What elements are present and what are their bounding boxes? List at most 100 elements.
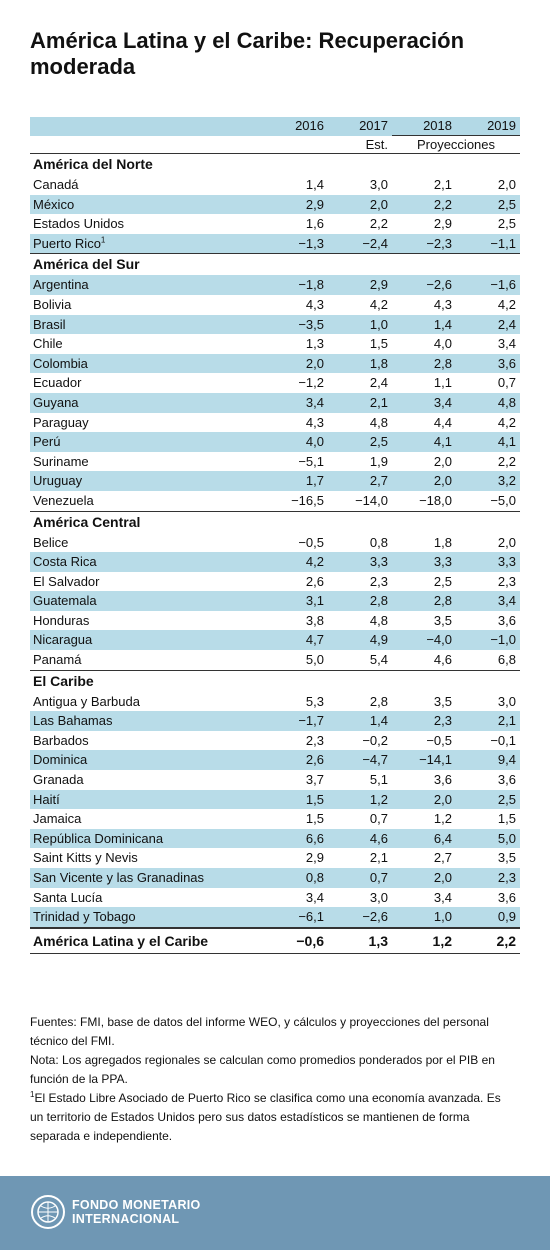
row-label: República Dominicana xyxy=(33,830,164,846)
row-label: Nicaragua xyxy=(33,632,93,648)
total-label: América Latina y el Caribe xyxy=(30,926,264,954)
row-label-cell: México xyxy=(30,194,264,215)
row-label: Jamaica xyxy=(33,811,82,827)
value-cell: 1,3 xyxy=(305,336,324,352)
value-cell: 2,8 xyxy=(328,591,392,611)
value-cell: 9,4 xyxy=(456,750,520,771)
value-cell: 2,4 xyxy=(369,375,388,391)
row-label: Guyana xyxy=(33,394,79,410)
data-row: Costa Rica 4,2 3,3 3,3 3,3 xyxy=(30,552,520,572)
header-cell xyxy=(30,136,264,154)
value-cell: 1,6 xyxy=(305,216,324,232)
row-label-cell: Santa Lucía xyxy=(30,888,264,908)
note-text: Nota: Los agregados regionales se calcul… xyxy=(30,1053,495,1086)
year-header: 2018 xyxy=(392,117,456,136)
data-row: Estados Unidos 1,6 2,2 2,9 2,5 xyxy=(30,214,520,234)
value-cell: 0,7 xyxy=(497,375,516,391)
note-text: El Estado Libre Asociado de Puerto Rico … xyxy=(30,1091,501,1143)
data-row: República Dominicana 6,6 4,6 6,4 5,0 xyxy=(30,828,520,849)
value-cell: 2,9 xyxy=(433,216,452,232)
value-cell: 5,1 xyxy=(369,772,388,788)
value-cell: 1,5 xyxy=(369,336,388,352)
value-cell: 5,3 xyxy=(305,693,324,709)
row-label-cell: Guatemala xyxy=(30,591,264,611)
section-row: América Central xyxy=(30,510,520,533)
row-label-cell: Nicaragua xyxy=(30,630,264,651)
value-cell: 2,9 xyxy=(328,275,392,295)
data-row: Granada 3,7 5,1 3,6 3,6 xyxy=(30,770,520,790)
value-cell: 6,8 xyxy=(497,652,516,668)
logo-line: INTERNACIONAL xyxy=(72,1212,180,1226)
value-cell: −0,2 xyxy=(362,732,388,748)
value-cell: 1,5 xyxy=(497,811,516,827)
data-row: San Vicente y las Granadinas 0,8 0,7 2,0 2,3 xyxy=(30,868,520,888)
data-row: Ecuador −1,2 2,4 1,1 0,7 xyxy=(30,373,520,393)
data-row: Panamá 5,0 5,4 4,6 6,8 xyxy=(30,650,520,670)
note-mark: 1 xyxy=(30,1090,35,1099)
value-cell: −5,0 xyxy=(490,492,516,508)
value-cell: 0,8 xyxy=(264,868,328,888)
row-label-cell: Haití xyxy=(30,789,264,810)
value-cell: 3,4 xyxy=(392,392,456,413)
data-row: Jamaica 1,5 0,7 1,2 1,5 xyxy=(30,809,520,829)
value-cell: 1,2 xyxy=(328,789,392,810)
row-label-cell: Trinidad y Tobago xyxy=(30,907,264,928)
row-label-cell: Puerto Rico1 xyxy=(30,233,264,254)
value-cell: 2,3 xyxy=(305,732,324,748)
footnote-mark: 1 xyxy=(100,235,106,245)
row-label-cell: Uruguay xyxy=(30,471,264,491)
logo-text: FONDO MONETARIO INTERNACIONAL xyxy=(72,1198,201,1226)
value-cell: 3,0 xyxy=(369,889,388,905)
value-cell: 2,1 xyxy=(369,850,388,866)
value-cell: 2,1 xyxy=(456,711,520,731)
value-cell: 0,7 xyxy=(369,811,388,827)
value-cell: 4,2 xyxy=(264,552,328,572)
table-body: 2016 2017 2018 2019 Est. Proyecciones América … xyxy=(30,117,520,954)
value-cell: 2,5 xyxy=(456,194,520,215)
row-label-cell: Honduras xyxy=(30,611,264,631)
data-row: Suriname −5,1 1,9 2,0 2,2 xyxy=(30,452,520,472)
title: América Latina y el Caribe: Recuperación… xyxy=(30,28,465,79)
value-cell: 0,9 xyxy=(456,907,520,928)
value-cell: 3,2 xyxy=(456,471,520,491)
row-label-cell: Jamaica xyxy=(30,809,264,829)
note: Nota: Los agregados regionales se calcul… xyxy=(30,1051,510,1089)
value-cell: 2,0 xyxy=(392,789,456,810)
value-cell: 4,3 xyxy=(433,296,452,312)
row-label-cell: El Salvador xyxy=(30,572,264,592)
row-label: Brasil xyxy=(33,316,66,332)
row-label-cell: Ecuador xyxy=(30,373,264,393)
row-label: Belice xyxy=(33,534,69,550)
row-label: Costa Rica xyxy=(33,554,97,570)
row-label: México xyxy=(33,196,75,212)
value-cell: 2,4 xyxy=(456,314,520,335)
value-cell: 4,3 xyxy=(305,414,324,430)
value-cell: 2,8 xyxy=(392,591,456,611)
data-row: Honduras 3,8 4,8 3,5 3,6 xyxy=(30,611,520,631)
value-cell: 5,0 xyxy=(305,652,324,668)
data-row: Trinidad y Tobago −6,1 −2,6 1,0 0,9 xyxy=(30,907,520,928)
value-cell: 3,0 xyxy=(497,693,516,709)
data-row: Las Bahamas −1,7 1,4 2,3 2,1 xyxy=(30,711,520,731)
total-value: 1,3 xyxy=(328,926,392,954)
row-label: Suriname xyxy=(33,453,89,469)
row-label: Paraguay xyxy=(33,414,89,430)
projections-label: Proyecciones xyxy=(392,135,520,154)
value-cell: 3,6 xyxy=(497,612,516,628)
value-cell: 2,6 xyxy=(264,750,328,771)
value-cell: 4,0 xyxy=(433,336,452,352)
value-cell: 3,0 xyxy=(369,177,388,192)
value-cell: 1,4 xyxy=(328,711,392,731)
estimate-label: Est. xyxy=(365,136,388,152)
section-row: América del Norte xyxy=(30,153,520,175)
row-label-cell: Costa Rica xyxy=(30,552,264,572)
value-cell: 2,3 xyxy=(369,573,388,589)
value-cell: −4,7 xyxy=(328,750,392,771)
value-cell: −1,6 xyxy=(456,275,520,295)
value-cell: 3,6 xyxy=(433,772,452,788)
data-row: Chile 1,3 1,5 4,0 3,4 xyxy=(30,334,520,354)
value-cell: −6,1 xyxy=(264,907,328,928)
value-cell: 1,2 xyxy=(433,811,452,827)
value-cell: 2,9 xyxy=(264,194,328,215)
year-header: 2016 xyxy=(264,117,328,136)
